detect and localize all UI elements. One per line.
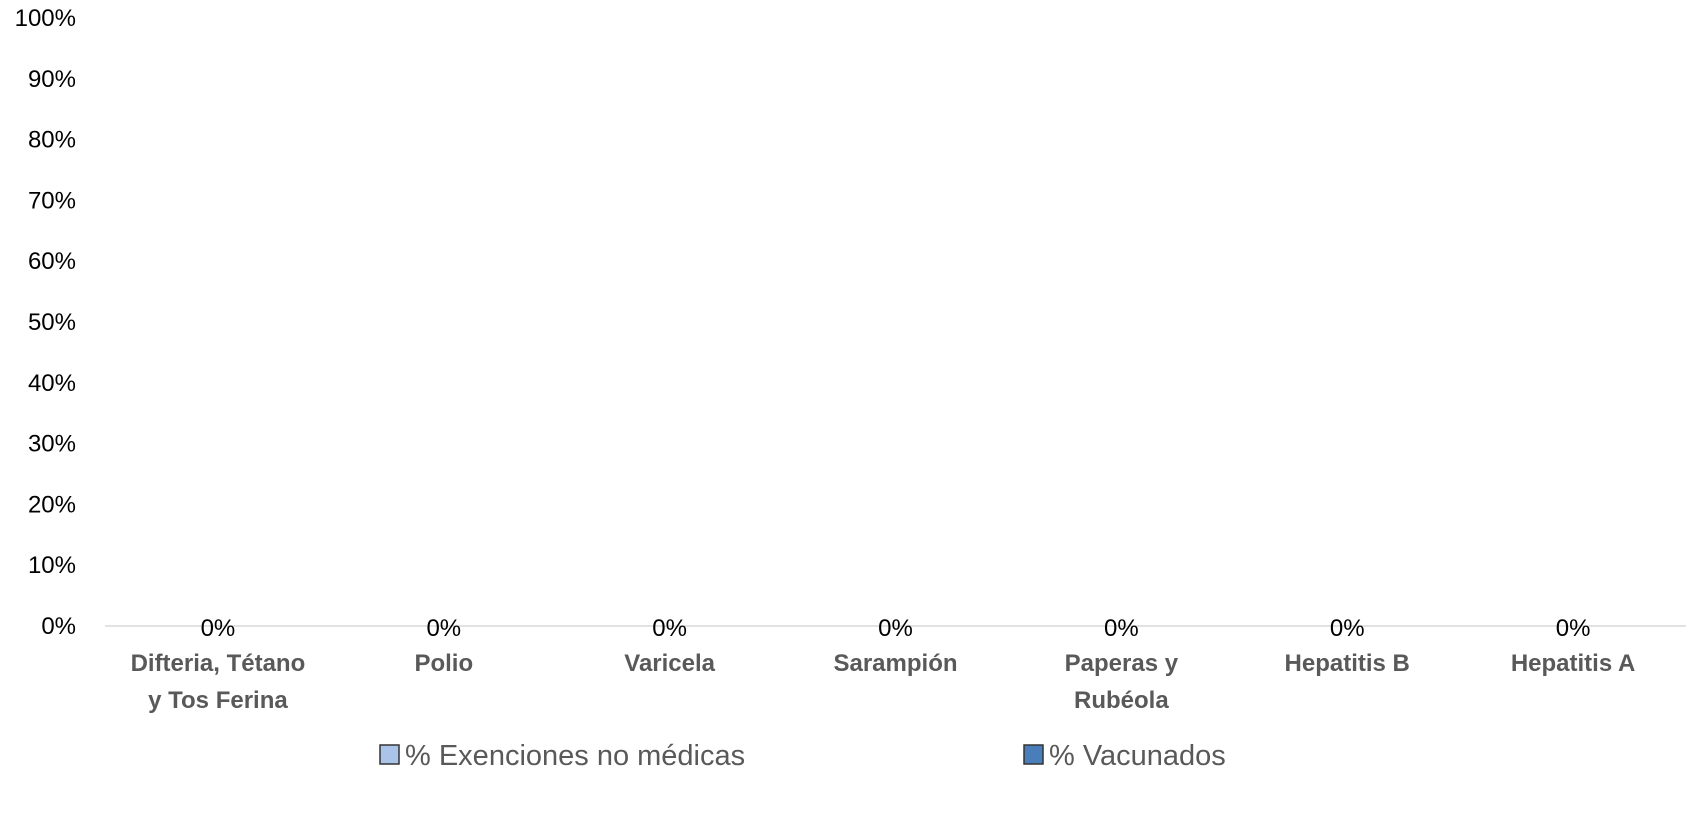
category-label-line: Rubéola: [1074, 687, 1169, 714]
y-tick-label: 30%: [28, 431, 76, 458]
category-label-line: Difteria, Tétano: [131, 650, 306, 677]
data-label: 0%: [878, 615, 913, 642]
legend-item: % Exenciones no médicas: [379, 740, 745, 772]
y-tick-label: 70%: [28, 187, 76, 214]
category-label: Sarampión: [833, 650, 957, 677]
data-label: 0%: [652, 615, 687, 642]
y-tick-label: 50%: [28, 309, 76, 336]
y-tick-label: 0%: [41, 613, 76, 640]
data-label: 0%: [1330, 615, 1365, 642]
y-axis: 0% 10% 20% 30% 40% 50% 60% 70% 80% 90% 100%: [15, 5, 76, 640]
y-tick-label: 10%: [28, 552, 76, 579]
legend: % Exenciones no médicas % Vacunados: [379, 740, 1226, 772]
legend-item: % Vacunados: [1023, 740, 1226, 772]
legend-label: % Vacunados: [1049, 740, 1226, 772]
legend-label: % Exenciones no médicas: [405, 740, 745, 772]
category-label-line: Sarampión: [833, 650, 957, 677]
legend-swatch: [1023, 744, 1044, 765]
y-tick-label: 20%: [28, 491, 76, 518]
category-label: Difteria, Tétano y Tos Ferina: [131, 650, 306, 714]
category-label-line: Polio: [414, 650, 473, 677]
data-label: 0%: [1556, 615, 1591, 642]
data-label: 0%: [1104, 615, 1139, 642]
category-label: Hepatitis A: [1511, 650, 1635, 677]
y-tick-label: 100%: [15, 5, 76, 32]
category-label: Varicela: [624, 650, 715, 677]
category-label-line: y Tos Ferina: [148, 687, 288, 714]
category-label: Paperas y Rubéola: [1065, 650, 1179, 714]
plot-area: 0% 0% 0% 0% 0% 0% 0%: [105, 615, 1686, 642]
legend-swatch: [379, 744, 400, 765]
category-label: Polio: [414, 650, 473, 677]
y-tick-label: 60%: [28, 248, 76, 275]
category-label-line: Paperas y: [1065, 650, 1179, 677]
y-tick-label: 80%: [28, 127, 76, 154]
category-label: Hepatitis B: [1285, 650, 1410, 677]
y-tick-label: 40%: [28, 370, 76, 397]
category-label-line: Hepatitis A: [1511, 650, 1635, 677]
category-label-line: Varicela: [624, 650, 715, 677]
category-label-line: Hepatitis B: [1285, 650, 1410, 677]
data-label: 0%: [201, 615, 236, 642]
y-tick-label: 90%: [28, 66, 76, 93]
data-label: 0%: [426, 615, 461, 642]
x-axis: Difteria, Tétano y Tos Ferina Polio Varicel…: [131, 650, 1636, 714]
